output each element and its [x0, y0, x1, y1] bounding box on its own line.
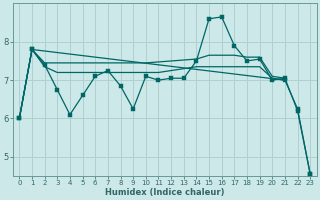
- X-axis label: Humidex (Indice chaleur): Humidex (Indice chaleur): [105, 188, 225, 197]
